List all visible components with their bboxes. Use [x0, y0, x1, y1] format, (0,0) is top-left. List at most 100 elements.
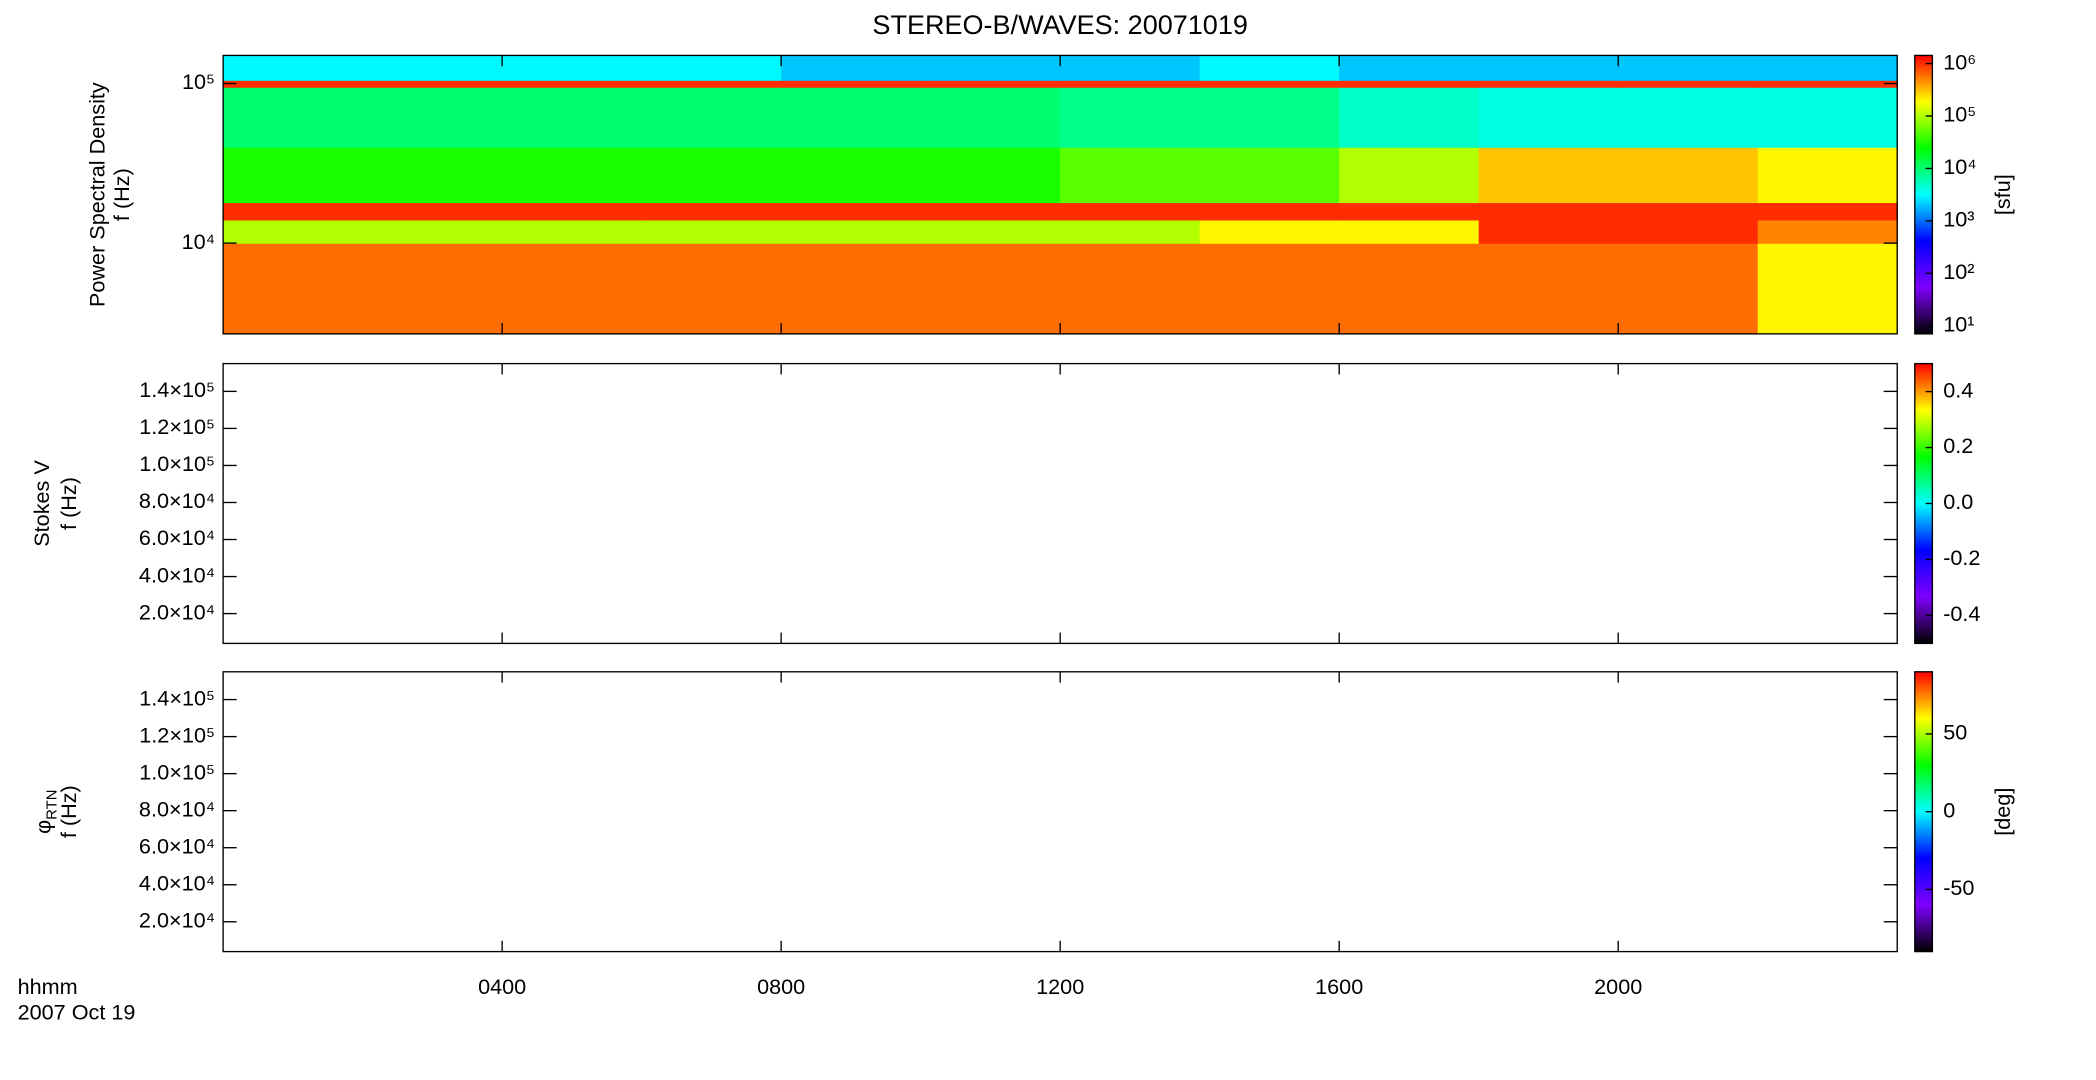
heatmap-cell	[1757, 219, 1898, 244]
colorbar	[1914, 54, 1934, 335]
x-tick-label: 1600	[1315, 974, 1363, 999]
heatmap-cell	[1618, 147, 1759, 204]
heatmap-cell	[502, 80, 643, 88]
colorbar-tick-label: 0	[1943, 797, 1955, 822]
heatmap-cell	[1060, 243, 1201, 335]
heatmap-cell	[502, 87, 643, 148]
panel-frame	[222, 362, 1898, 645]
heatmap-cell	[1757, 80, 1898, 88]
colorbar-tick-label: 10⁴	[1943, 154, 1976, 179]
colorbar-label: [sfu]	[1990, 174, 2015, 215]
y-axis-label: f (Hz)	[56, 785, 81, 838]
heatmap-cell	[781, 219, 922, 244]
heatmap-cell	[1478, 87, 1619, 148]
heatmap-cell	[1478, 219, 1619, 244]
heatmap-cell	[362, 147, 503, 204]
heatmap-cell	[781, 202, 922, 221]
heatmap-cell	[223, 243, 364, 335]
y-tick-label: 8.0×10⁴	[139, 796, 215, 821]
heatmap-cell	[1199, 80, 1340, 88]
y-tick-label: 1.4×10⁵	[139, 377, 215, 402]
heatmap-cell	[1199, 147, 1340, 204]
heatmap-cell	[1757, 243, 1898, 335]
y-tick-label: 1.2×10⁵	[139, 722, 215, 747]
heatmap-cell	[502, 243, 643, 335]
heatmap-cell	[362, 243, 503, 335]
heatmap-cell	[1060, 219, 1201, 244]
heatmap-cell	[920, 80, 1061, 88]
colorbar-tick-label: -0.4	[1943, 601, 1980, 626]
heatmap-cell	[362, 80, 503, 88]
heatmap-cell	[223, 147, 364, 204]
heatmap-cell	[1199, 87, 1340, 148]
y-axis-label: φRTN	[30, 790, 60, 834]
heatmap-cell	[1757, 147, 1898, 204]
heatmap-cell	[1060, 80, 1201, 88]
y-axis-label: Power Spectral Density	[84, 82, 109, 307]
x-tick-label: 0400	[478, 974, 526, 999]
heatmap-cell	[1618, 55, 1759, 81]
heatmap-cell	[223, 80, 364, 88]
colorbar-tick-label: 0.0	[1943, 489, 1973, 514]
heatmap-cell	[920, 202, 1061, 221]
y-tick-label: 2.0×10⁴	[139, 599, 215, 624]
heatmap-cell	[1618, 87, 1759, 148]
colorbar-tick-label: 0.4	[1943, 377, 1973, 402]
heatmap-cell	[1339, 87, 1480, 148]
heatmap-cell	[1060, 202, 1201, 221]
colorbar-label: [deg]	[1990, 788, 2015, 836]
heatmap-cell	[920, 87, 1061, 148]
colorbar-tick-label: 10⁵	[1943, 102, 1976, 127]
colorbar-tick-label: 10¹	[1943, 311, 1974, 336]
heatmap-cell	[1478, 80, 1619, 88]
colorbar-tick-label: -0.2	[1943, 545, 1980, 570]
y-axis-label: f (Hz)	[109, 168, 134, 221]
heatmap-cell	[1478, 202, 1619, 221]
heatmap-cell	[781, 87, 922, 148]
heatmap-cell	[641, 55, 782, 81]
colorbar-tick-label: 10²	[1943, 259, 1974, 284]
heatmap-cell	[1199, 219, 1340, 244]
heatmap-cell	[502, 55, 643, 81]
heatmap-cell	[502, 219, 643, 244]
heatmap-cell	[641, 80, 782, 88]
heatmap-cell	[1618, 219, 1759, 244]
heatmap-cell	[781, 80, 922, 88]
colorbar-tick-label: 50	[1943, 720, 1967, 745]
y-tick-label: 10⁵	[182, 69, 215, 94]
y-tick-label: 1.0×10⁵	[139, 759, 215, 784]
x-tick-label: 1200	[1036, 974, 1084, 999]
heatmap-cell	[1757, 55, 1898, 81]
x-axis-label: hhmm	[18, 974, 78, 999]
y-axis-label-sub: RTN	[45, 790, 61, 820]
heatmap-cell	[1199, 243, 1340, 335]
y-tick-label: 4.0×10⁴	[139, 870, 215, 895]
heatmap-cell	[1339, 219, 1480, 244]
heatmap-cell	[1478, 243, 1619, 335]
y-axis-label: f (Hz)	[56, 477, 81, 530]
y-tick-label: 1.0×10⁵	[139, 451, 215, 476]
heatmap-cell	[1757, 87, 1898, 148]
heatmap-cell	[1339, 243, 1480, 335]
heatmap-cell	[920, 55, 1061, 81]
y-tick-label: 1.2×10⁵	[139, 414, 215, 439]
heatmap-cell	[1060, 55, 1201, 81]
y-tick-label: 8.0×10⁴	[139, 488, 215, 513]
heatmap-cell	[1060, 147, 1201, 204]
heatmap-cell	[223, 202, 364, 221]
heatmap-cell	[223, 55, 364, 81]
y-tick-label: 1.4×10⁵	[139, 685, 215, 710]
heatmap-cell	[1618, 80, 1759, 88]
heatmap-cell	[362, 219, 503, 244]
heatmap-cell	[1757, 202, 1898, 221]
heatmap-cell	[1478, 55, 1619, 81]
heatmap-cell	[362, 55, 503, 81]
heatmap-cell	[641, 219, 782, 244]
heatmap-cell	[641, 202, 782, 221]
colorbar-tick-label: 10³	[1943, 207, 1974, 232]
heatmap-cell	[1618, 202, 1759, 221]
x-axis-date: 2007 Oct 19	[18, 999, 136, 1024]
heatmap-cell	[1339, 202, 1480, 221]
